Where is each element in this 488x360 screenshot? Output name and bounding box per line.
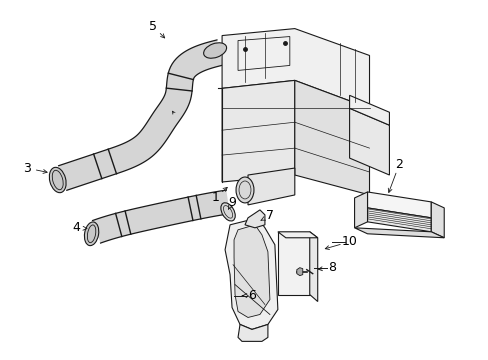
Text: 3: 3: [23, 162, 31, 175]
Polygon shape: [349, 108, 388, 175]
Polygon shape: [354, 228, 443, 238]
Ellipse shape: [221, 203, 235, 221]
Ellipse shape: [49, 167, 66, 193]
Polygon shape: [296, 268, 302, 276]
Polygon shape: [294, 80, 369, 195]
Polygon shape: [367, 208, 430, 232]
Polygon shape: [224, 218, 277, 329]
Ellipse shape: [203, 43, 226, 58]
Polygon shape: [247, 168, 294, 205]
Ellipse shape: [236, 177, 253, 203]
Text: 10: 10: [341, 235, 357, 248]
Text: 9: 9: [227, 197, 236, 210]
Polygon shape: [234, 225, 269, 318]
Text: 4: 4: [73, 221, 81, 234]
Text: 5: 5: [149, 20, 157, 33]
Text: 7: 7: [265, 210, 273, 222]
Text: 8: 8: [327, 261, 335, 274]
Text: 1: 1: [211, 192, 219, 204]
Polygon shape: [92, 190, 229, 243]
Polygon shape: [59, 40, 223, 190]
Polygon shape: [238, 324, 267, 341]
Ellipse shape: [84, 222, 99, 246]
Polygon shape: [277, 232, 317, 238]
Text: 2: 2: [395, 158, 403, 171]
Polygon shape: [309, 232, 317, 302]
Polygon shape: [367, 192, 430, 218]
Polygon shape: [222, 80, 294, 182]
Polygon shape: [277, 232, 309, 294]
Polygon shape: [222, 28, 369, 108]
Polygon shape: [349, 95, 388, 125]
Polygon shape: [244, 210, 264, 228]
Polygon shape: [430, 202, 443, 238]
Text: 6: 6: [247, 289, 255, 302]
Polygon shape: [354, 192, 367, 228]
